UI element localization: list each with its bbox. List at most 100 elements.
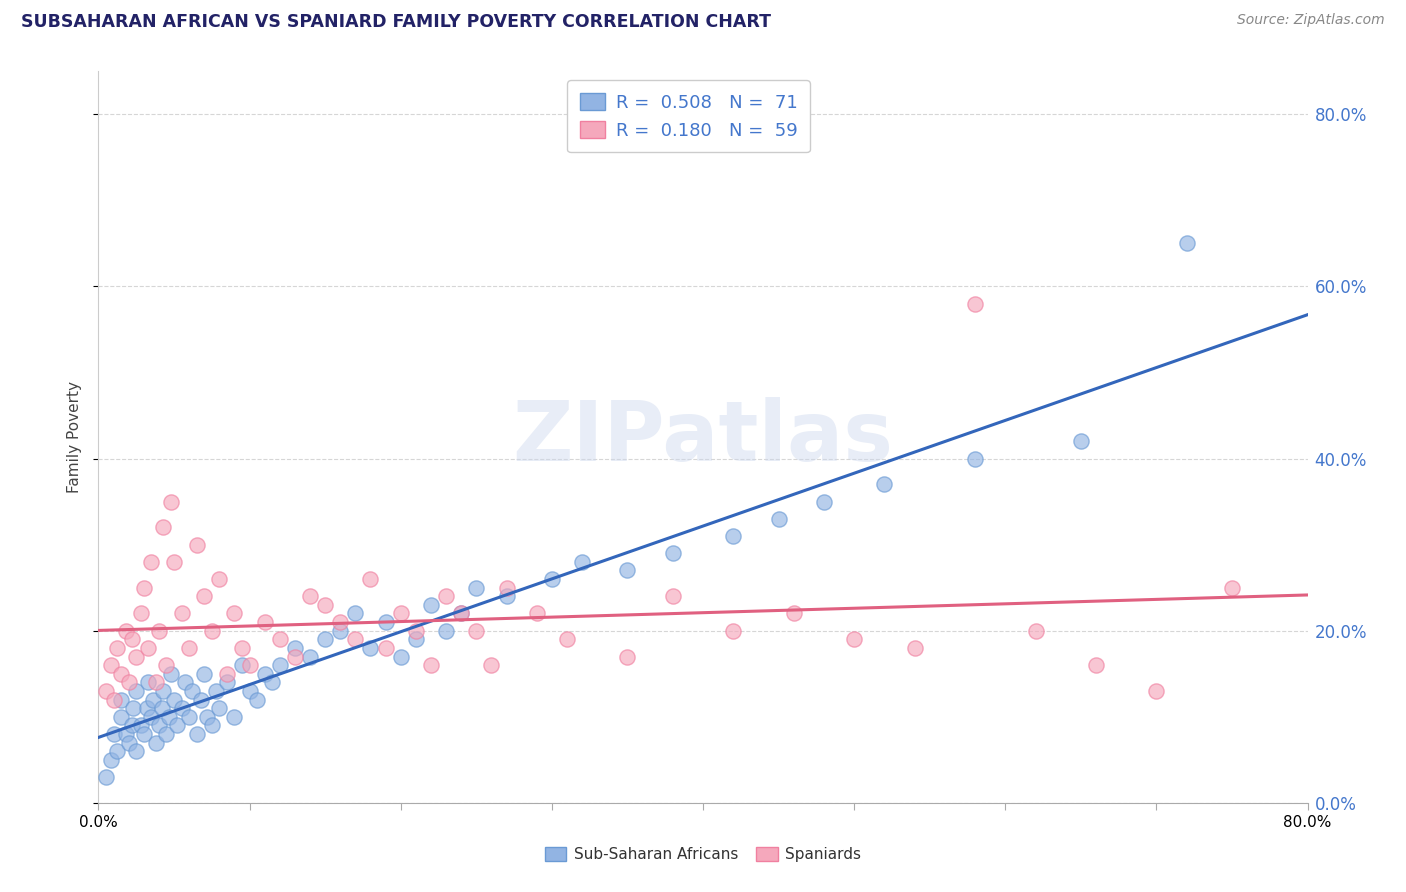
- Point: [434, 624, 457, 638]
- Point: [160, 666, 183, 681]
- Point: [813, 494, 835, 508]
- Point: [125, 744, 148, 758]
- Point: [616, 564, 638, 578]
- Point: [163, 555, 186, 569]
- Point: [201, 718, 224, 732]
- Point: [329, 624, 352, 638]
- Point: [360, 572, 382, 586]
- Point: [450, 607, 472, 621]
- Point: [163, 692, 186, 706]
- Point: [420, 658, 443, 673]
- Point: [389, 649, 412, 664]
- Point: [314, 598, 336, 612]
- Point: [571, 555, 593, 569]
- Point: [555, 632, 578, 647]
- Point: [540, 572, 562, 586]
- Point: [142, 692, 165, 706]
- Point: [269, 632, 291, 647]
- Point: [141, 555, 163, 569]
- Point: [215, 666, 238, 681]
- Point: [224, 607, 246, 621]
- Point: [186, 538, 208, 552]
- Point: [170, 607, 193, 621]
- Point: [132, 581, 155, 595]
- Point: [136, 675, 159, 690]
- Point: [145, 675, 167, 690]
- Point: [170, 701, 193, 715]
- Point: [215, 675, 238, 690]
- Point: [125, 684, 148, 698]
- Point: [224, 710, 246, 724]
- Point: [114, 624, 136, 638]
- Point: [873, 477, 896, 491]
- Point: [374, 640, 396, 655]
- Point: [94, 684, 117, 698]
- Point: [405, 632, 427, 647]
- Point: [129, 718, 152, 732]
- Point: [526, 607, 548, 621]
- Point: [239, 658, 262, 673]
- Point: [269, 658, 291, 673]
- Point: [344, 607, 367, 621]
- Point: [284, 649, 307, 664]
- Point: [110, 692, 132, 706]
- Point: [965, 451, 987, 466]
- Point: [193, 589, 215, 603]
- Point: [253, 615, 276, 629]
- Point: [1085, 658, 1108, 673]
- Point: [723, 529, 745, 543]
- Point: [148, 624, 170, 638]
- Point: [344, 632, 367, 647]
- Point: [160, 494, 183, 508]
- Point: [465, 581, 488, 595]
- Point: [122, 701, 145, 715]
- Point: [374, 615, 396, 629]
- Point: [173, 675, 195, 690]
- Point: [110, 710, 132, 724]
- Point: [420, 598, 443, 612]
- Point: [190, 692, 212, 706]
- Point: [105, 744, 128, 758]
- Y-axis label: Family Poverty: Family Poverty: [67, 381, 83, 493]
- Point: [125, 649, 148, 664]
- Point: [389, 607, 412, 621]
- Text: SUBSAHARAN AFRICAN VS SPANIARD FAMILY POVERTY CORRELATION CHART: SUBSAHARAN AFRICAN VS SPANIARD FAMILY PO…: [21, 13, 770, 31]
- Point: [495, 589, 517, 603]
- Point: [150, 701, 173, 715]
- Point: [155, 727, 177, 741]
- Point: [299, 649, 322, 664]
- Point: [723, 624, 745, 638]
- Point: [783, 607, 806, 621]
- Point: [141, 710, 163, 724]
- Point: [121, 718, 143, 732]
- Point: [360, 640, 382, 655]
- Point: [904, 640, 927, 655]
- Point: [208, 572, 231, 586]
- Point: [179, 710, 201, 724]
- Point: [114, 727, 136, 741]
- Point: [768, 512, 790, 526]
- Point: [181, 684, 204, 698]
- Point: [193, 666, 215, 681]
- Point: [155, 658, 177, 673]
- Point: [148, 718, 170, 732]
- Point: [246, 692, 269, 706]
- Text: Source: ZipAtlas.com: Source: ZipAtlas.com: [1237, 13, 1385, 28]
- Point: [94, 770, 117, 784]
- Point: [262, 675, 284, 690]
- Point: [405, 624, 427, 638]
- Point: [100, 658, 122, 673]
- Point: [284, 640, 307, 655]
- Point: [103, 692, 125, 706]
- Point: [844, 632, 866, 647]
- Point: [118, 735, 141, 749]
- Point: [135, 701, 157, 715]
- Point: [1024, 624, 1046, 638]
- Point: [1144, 684, 1167, 698]
- Point: [481, 658, 503, 673]
- Point: [231, 640, 253, 655]
- Point: [329, 615, 352, 629]
- Point: [179, 640, 201, 655]
- Point: [201, 624, 224, 638]
- Point: [105, 640, 128, 655]
